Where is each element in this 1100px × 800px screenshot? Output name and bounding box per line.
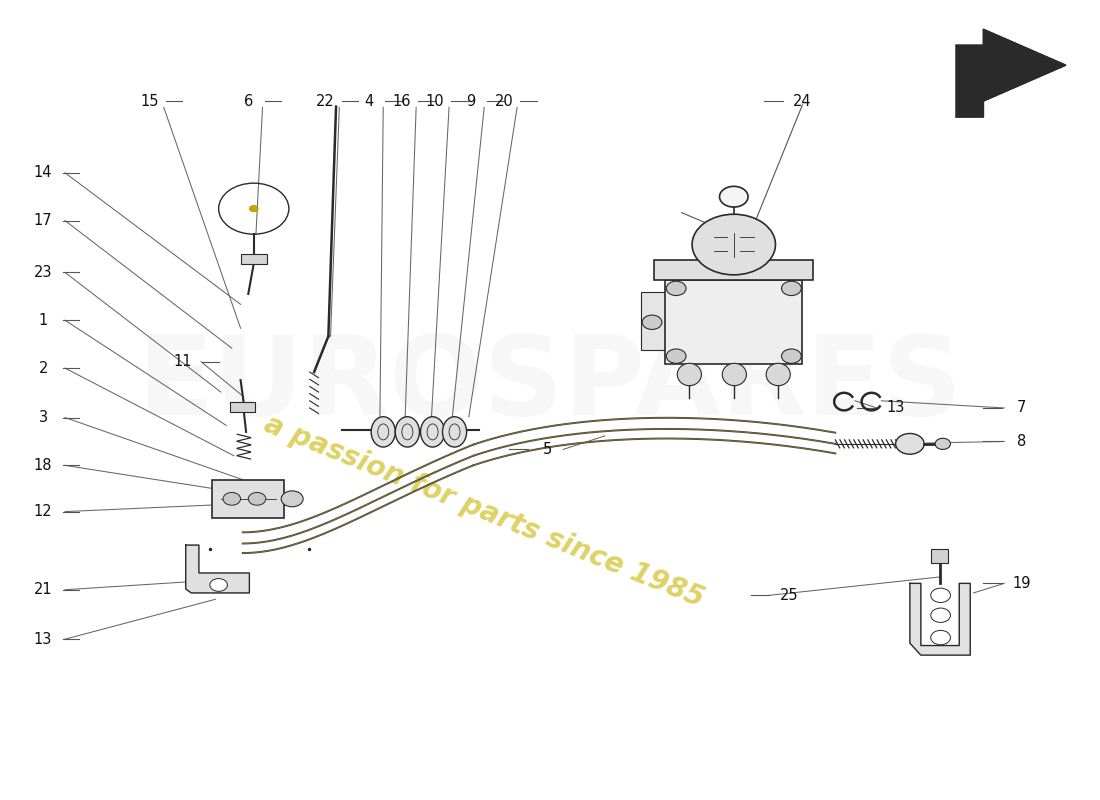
Circle shape bbox=[250, 206, 258, 212]
Text: 5: 5 bbox=[543, 442, 552, 457]
Text: 3: 3 bbox=[39, 410, 47, 425]
Circle shape bbox=[210, 578, 228, 591]
Circle shape bbox=[642, 315, 662, 330]
FancyBboxPatch shape bbox=[212, 480, 285, 518]
Ellipse shape bbox=[371, 417, 395, 447]
Ellipse shape bbox=[442, 417, 466, 447]
Text: 2: 2 bbox=[39, 361, 47, 376]
Circle shape bbox=[895, 434, 924, 454]
FancyBboxPatch shape bbox=[666, 281, 802, 364]
Ellipse shape bbox=[767, 363, 790, 386]
Text: 16: 16 bbox=[393, 94, 411, 109]
Circle shape bbox=[719, 186, 748, 207]
Text: 22: 22 bbox=[316, 94, 334, 109]
Text: 17: 17 bbox=[34, 213, 53, 228]
Text: 9: 9 bbox=[466, 94, 475, 109]
Circle shape bbox=[223, 493, 241, 506]
Text: 8: 8 bbox=[1018, 434, 1026, 449]
Circle shape bbox=[249, 493, 266, 506]
Ellipse shape bbox=[420, 417, 444, 447]
Text: 15: 15 bbox=[141, 94, 158, 109]
Text: 10: 10 bbox=[426, 94, 444, 109]
Text: 1: 1 bbox=[39, 313, 47, 328]
Text: 19: 19 bbox=[1013, 576, 1031, 591]
Text: 14: 14 bbox=[34, 166, 53, 180]
Text: 25: 25 bbox=[780, 588, 799, 603]
Text: 23: 23 bbox=[34, 265, 53, 280]
Circle shape bbox=[667, 349, 686, 363]
Ellipse shape bbox=[678, 363, 702, 386]
Ellipse shape bbox=[395, 417, 419, 447]
Text: 21: 21 bbox=[34, 582, 53, 598]
Text: a passion for parts since 1985: a passion for parts since 1985 bbox=[261, 410, 708, 613]
FancyBboxPatch shape bbox=[931, 549, 948, 563]
Text: 13: 13 bbox=[34, 632, 53, 646]
Circle shape bbox=[931, 630, 950, 645]
Text: 13: 13 bbox=[887, 401, 905, 415]
Ellipse shape bbox=[723, 363, 747, 386]
Circle shape bbox=[935, 438, 950, 450]
FancyBboxPatch shape bbox=[230, 402, 255, 412]
Text: EUROSPARES: EUROSPARES bbox=[138, 330, 962, 438]
Text: 11: 11 bbox=[173, 354, 191, 370]
Polygon shape bbox=[910, 583, 970, 655]
Circle shape bbox=[931, 608, 950, 622]
FancyBboxPatch shape bbox=[241, 254, 267, 264]
FancyBboxPatch shape bbox=[654, 261, 813, 281]
Text: 7: 7 bbox=[1018, 401, 1026, 415]
Circle shape bbox=[781, 282, 801, 295]
Text: 6: 6 bbox=[243, 94, 253, 109]
FancyBboxPatch shape bbox=[641, 292, 666, 350]
Circle shape bbox=[282, 491, 304, 507]
Circle shape bbox=[781, 349, 801, 363]
Text: 4: 4 bbox=[364, 94, 374, 109]
Text: 18: 18 bbox=[34, 458, 53, 473]
Text: 20: 20 bbox=[495, 94, 514, 109]
Polygon shape bbox=[956, 30, 1066, 117]
Text: 12: 12 bbox=[34, 504, 53, 519]
Polygon shape bbox=[186, 545, 250, 593]
Text: 24: 24 bbox=[793, 94, 812, 109]
Circle shape bbox=[667, 282, 686, 295]
Circle shape bbox=[692, 214, 775, 275]
Circle shape bbox=[931, 588, 950, 602]
